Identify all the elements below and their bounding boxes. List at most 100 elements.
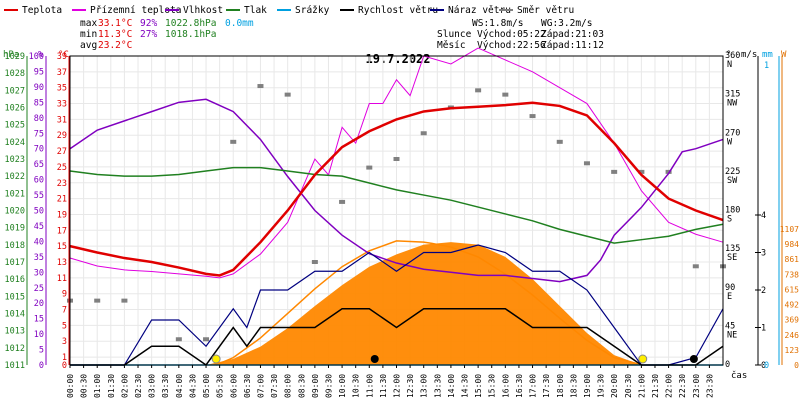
x-tick-label: 13:00 [420,374,429,398]
pressure-tick-label: 1016 [5,275,25,285]
ground-temperature-line [69,47,724,279]
unit-degc: °C [58,50,69,60]
pressure-tick-label: 1021 [5,189,25,199]
avg-temp: 23.2°C [98,40,132,51]
wind-tick-label: 3 [761,249,766,259]
x-tick-label: 21:00 [637,374,646,398]
moon-set-info: Západ:11:12 [541,40,604,51]
humidity-tick-label: 20 [34,299,44,309]
x-tick-label: 07:30 [270,374,279,398]
solar-tick-label: 738 [785,270,800,279]
direction-tick-label: 0 [725,360,730,370]
wind-direction-mark [583,161,590,166]
temperature-tick-label: 9 [62,290,67,300]
pressure-tick-label: 1012 [5,344,25,354]
pressure-line [69,166,724,244]
pressure-tick-label: 1024 [5,138,25,148]
stats-panel: max 33.1°C 92% 1022.8hPa 0.0mm min 11.3°… [80,18,254,51]
x-tick-label: 03:30 [161,374,170,398]
humidity-tick-label: 25 [34,284,44,294]
direction-tick-label: 270 [725,128,740,138]
humidity-tick-label: 0 [39,361,44,371]
solar-tick-label: 615 [785,285,800,294]
x-tick-label: 23:30 [705,374,714,398]
moonset-icon [370,355,379,363]
rain-tick-label: 1 [764,61,769,71]
humidity-tick-label: 65 [34,160,44,170]
direction-tick-label: 135 [725,244,740,254]
solar-tick-label: 492 [785,301,800,310]
humidity-tick-label: 80 [34,114,44,124]
pressure-tick-label: 1011 [5,361,25,371]
wind-direction-mark [175,337,182,342]
solar-tick-label: 1107 [780,225,799,234]
pressure-tick-label: 1026 [5,104,25,114]
x-tick-label: 19:00 [583,374,592,398]
temperature-line [69,101,724,277]
legend-label: Teplota [22,5,62,16]
x-tick-label: 08:00 [284,374,293,398]
unit-w: W [781,50,787,60]
direction-tick-label: 90 [725,283,735,293]
min-temp: 11.3°C [98,29,132,40]
pressure-tick-label: 1018 [5,241,25,251]
max-label: max [80,18,97,29]
x-tick-label: 01:30 [107,374,116,398]
x-tick-label: 04:30 [188,374,197,398]
wind-gust-line [70,244,724,366]
humidity-tick-label: 15 [34,315,44,325]
sun-rise-info: Slunce Východ:05:22 [437,29,546,40]
x-tick-label: 18:30 [569,374,578,398]
max-press: 1022.8hPa [165,18,216,29]
x-tick-label: 12:00 [393,374,402,398]
direction-compass-label: N [727,60,732,70]
wind-direction-mark [611,169,618,174]
solar-tick-label: 246 [785,331,800,340]
info-panel: WS:1.8m/s WG:3.2m/s Slunce Východ:05:22 … [437,18,604,51]
temperature-tick-label: 11 [57,274,67,284]
x-tick-label: 13:30 [433,374,442,398]
temperature-tick-label: 25 [57,163,67,173]
x-tick-label: 03:00 [148,374,157,398]
x-tick-label: 10:00 [338,374,347,398]
wind-direction-mark [203,337,210,342]
plot-area [67,47,726,367]
x-tick-label: 16:00 [501,374,510,398]
rain-tick-label: 0 [764,361,769,371]
humidity-tick-label: 75 [34,129,44,139]
x-tick-label: 00:30 [80,374,89,398]
humidity-tick-label: 10 [34,330,44,340]
legend-label: Srážky [295,5,330,16]
pressure-tick-label: 1023 [5,155,25,165]
unit-labels: hPa % °C ° m/s mm W čas [3,50,787,381]
solar-tick-label: 0 [794,361,799,370]
x-tick-label: 00:00 [66,374,75,398]
unit-ms: m/s [741,50,757,60]
x-tick-label: 05:00 [202,374,211,398]
wind-direction-mark [230,139,237,144]
wind-direction-mark [257,84,264,89]
unit-cas: čas [731,370,747,381]
x-tick-label: 17:30 [542,374,551,398]
direction-compass-label: NW [727,99,738,109]
direction-compass-label: S [727,215,732,225]
x-tick-label: 15:30 [488,374,497,398]
pressure-tick-label: 1015 [5,292,25,302]
x-tick-label: 11:00 [365,374,374,398]
temperature-tick-label: 3 [62,337,67,347]
temperature-tick-label: 21 [57,195,67,205]
x-tick-label: 09:30 [324,374,333,398]
direction-compass-label: SW [727,176,738,186]
max-temp: 33.1°C [98,18,132,29]
wind-gust-info: WG:3.2m/s [541,18,592,29]
min-press: 1018.1hPa [165,29,216,40]
humidity-tick-label: 35 [34,253,44,263]
x-tick-label: 14:30 [461,374,470,398]
x-tick-label: 22:30 [678,374,687,398]
legend-label: Přízemní teplota [90,5,182,16]
humidity-tick-label: 70 [34,145,44,155]
max-hum: 92% [140,18,157,29]
direction-compass-label: E [727,292,732,302]
x-tick-label: 14:00 [447,374,456,398]
temperature-tick-label: 19 [57,210,67,220]
